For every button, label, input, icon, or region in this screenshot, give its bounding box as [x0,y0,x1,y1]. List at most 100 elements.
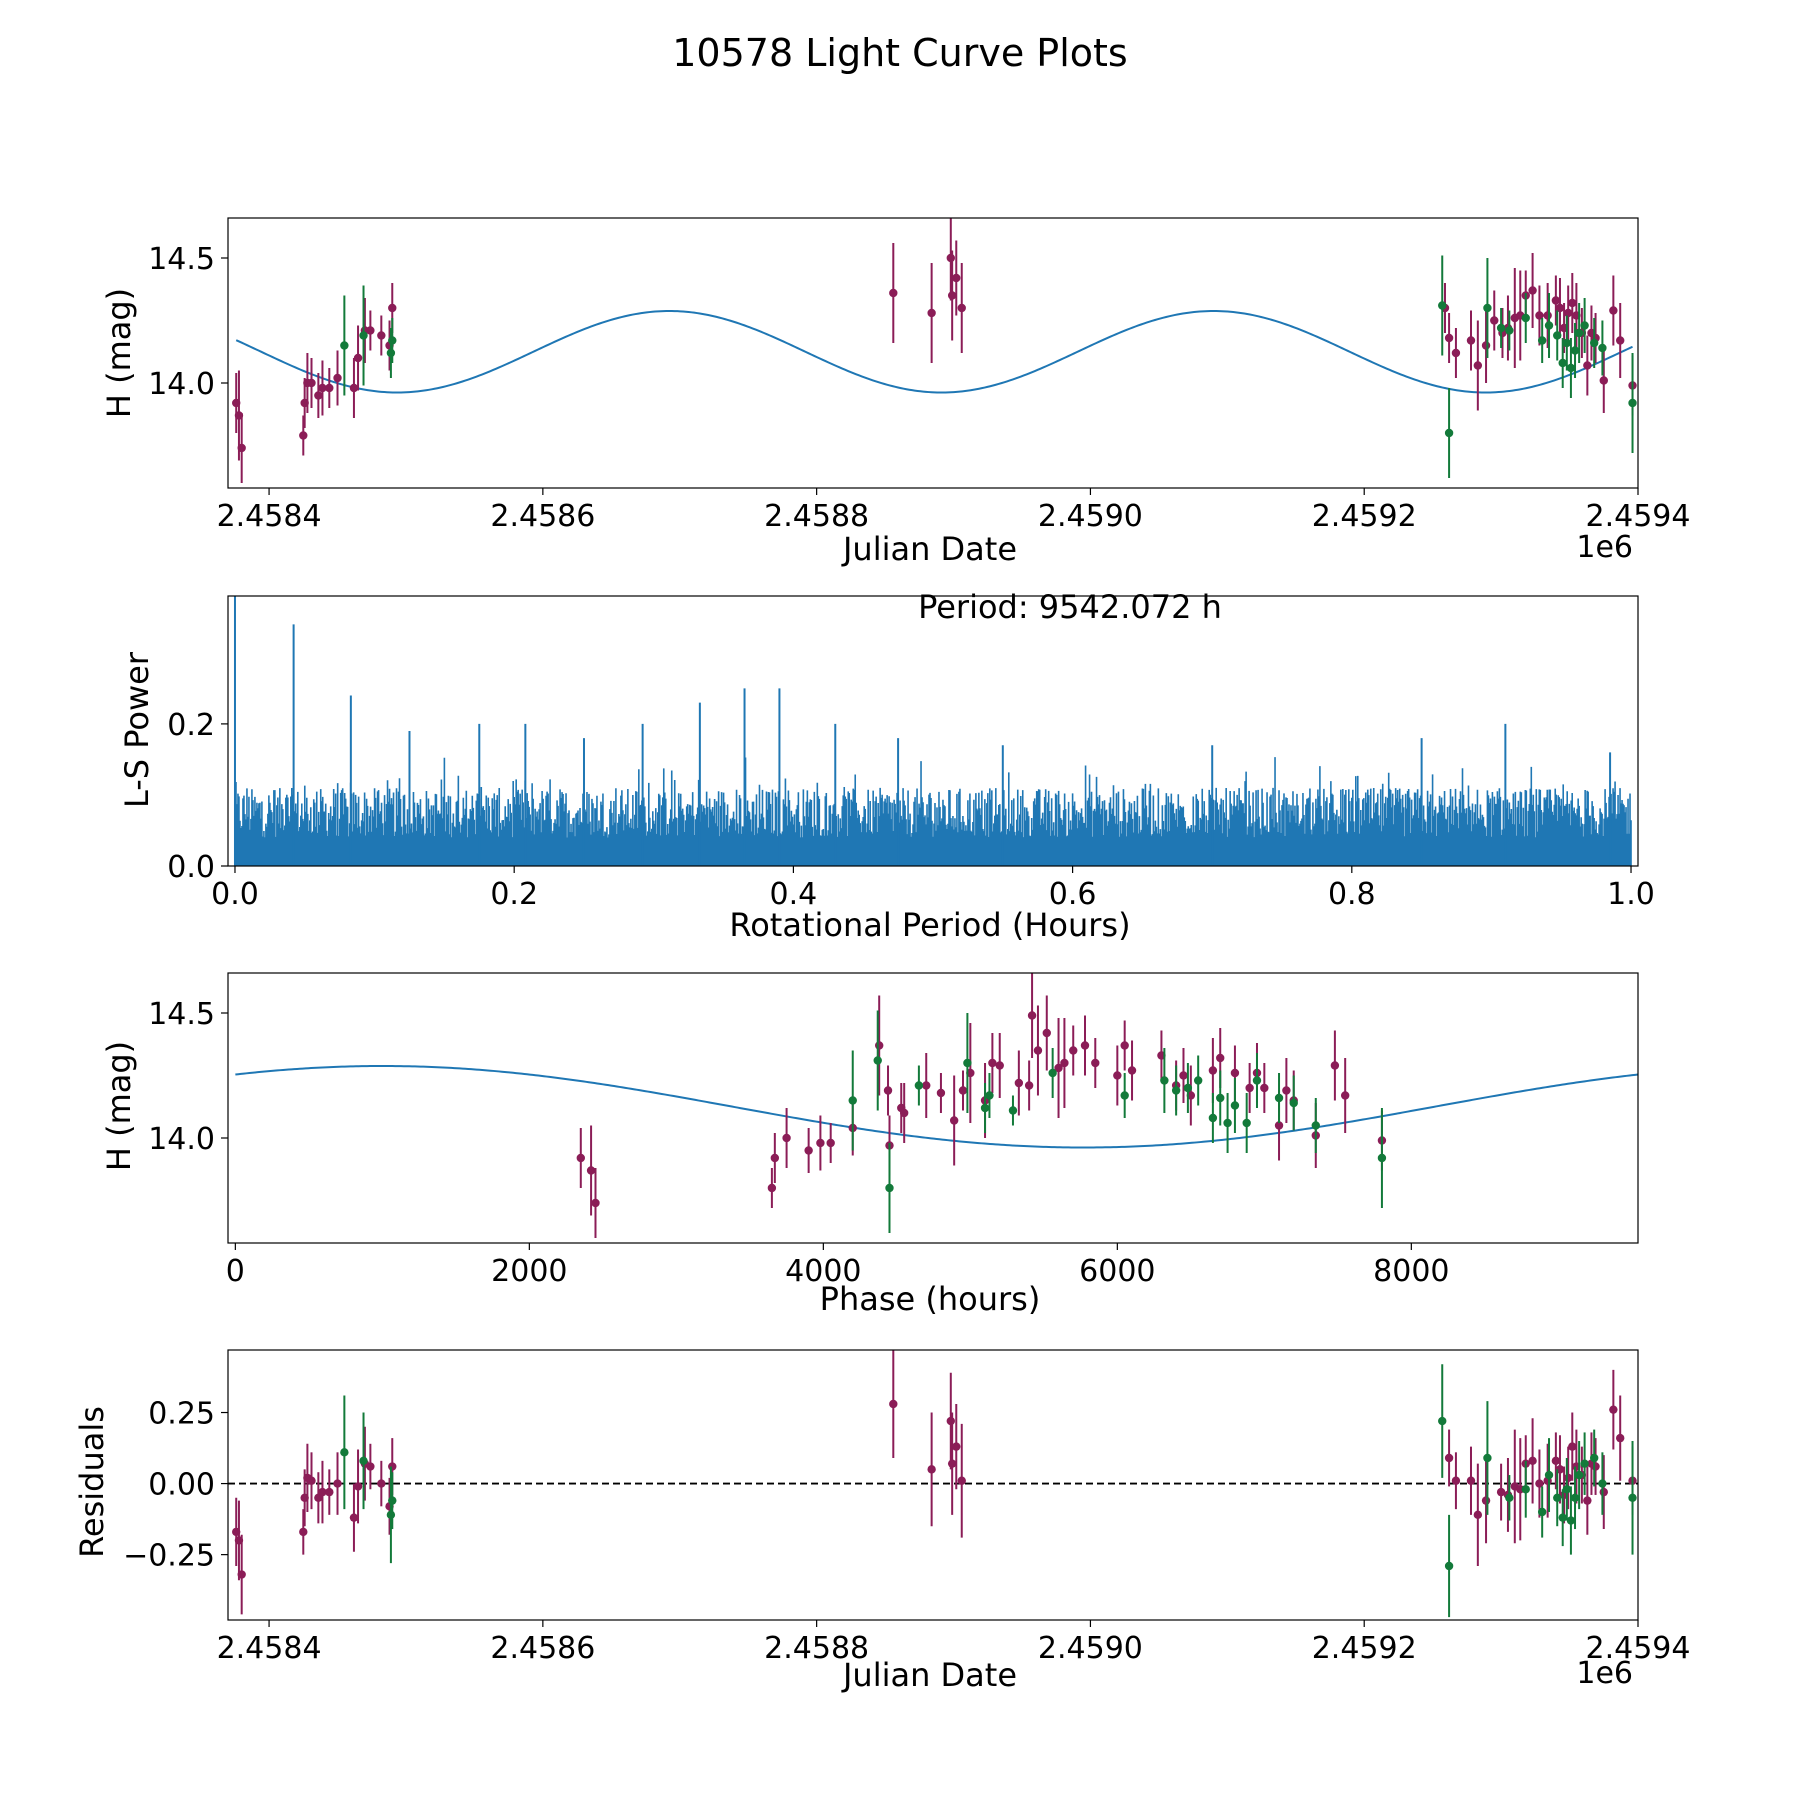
panel3-xlabel: Phase (hours) [820,1280,1041,1318]
p1-data-point [1505,326,1514,335]
p3-data-point [1208,1113,1218,1123]
p2-ytick-label: 0.2 [167,708,215,743]
p1-data-point [1566,363,1576,373]
p3-data-point [1060,1058,1069,1068]
p4-data-point [1628,1493,1637,1502]
p1-data-point [318,383,327,393]
p2-power-group [233,596,1632,866]
p4-data-point [1505,1493,1514,1502]
p2-xtick-label: 0.8 [1328,877,1376,912]
p1-data-point [1528,286,1537,295]
p1-data-point [314,391,323,400]
p3-data-point [1289,1098,1298,1108]
p4-data-point [377,1479,386,1488]
p1-data-point [386,348,396,358]
p3-data-point [1245,1083,1254,1093]
p3-data-point [1120,1041,1129,1050]
p3-data-point [980,1103,990,1113]
p3-data-point [1216,1093,1225,1103]
p3-data-point [885,1183,894,1193]
p4-data-point [1481,1496,1491,1505]
p1-data-point [340,341,349,350]
p3-model-curve [235,1065,1638,1149]
p1-xtick-label: 2.4588 [764,499,869,534]
p3-data-point [591,1198,600,1208]
p4-data-point [1591,1462,1600,1471]
p3-data-point [1230,1101,1240,1110]
p1-data-point [359,331,368,340]
panel3-ylabel: H (mag) [100,1041,138,1171]
panel1-ylabel: H (mag) [100,288,138,418]
period-annotation: Period: 9542.072 h [918,588,1222,626]
panel-phased-curve: Phase (hours) H (mag) 0 2000 4000 6000 8000 1… [100,972,1639,1318]
p3-data-point [848,1096,857,1105]
p3-frame [227,972,1639,1244]
p4-data-point [299,1527,308,1537]
p4-data-point [1544,1470,1554,1480]
p1-data-point [1628,398,1637,408]
p1-data-point [237,443,246,453]
p3-data-point [1330,1061,1340,1070]
panel2-ylabel: L-S Power [118,651,156,808]
p1-data-point [366,326,375,335]
p2-xtick-label: 0.4 [770,877,818,912]
p3-data-point [1113,1071,1122,1080]
p4-data-point [237,1570,246,1579]
p3-data-point [988,1058,997,1068]
p2-frame [227,595,1639,867]
p3-data-point [1127,1066,1137,1075]
p1-data-point [1562,338,1572,348]
p4-data-point [1535,1479,1544,1488]
p4-data-point [1568,1442,1577,1451]
p3-data-point [949,1116,959,1125]
p3-data-point [1223,1118,1232,1128]
panel-residuals: Julian Date Residuals 1e6 2.4584 2.4586 2.… [73,1349,1690,1694]
p3-data-point [826,1138,835,1148]
p4-ytick-label: −0.25 [123,1539,215,1574]
p3-model-group [235,1065,1638,1149]
p1-data-point [1451,348,1461,358]
p3-xtick-label: 8000 [1373,1254,1449,1289]
p1-data-point [1483,303,1492,313]
p4-data-point [1583,1496,1592,1505]
p3-xtick-label: 0 [226,1254,245,1289]
p4-data-point [1528,1456,1537,1466]
p3-data-point [1080,1041,1090,1050]
p4-data-point [1609,1405,1618,1414]
p4-data-point [1444,1561,1454,1571]
p4-data-point [386,1510,396,1520]
p3-data-point [1171,1086,1181,1095]
p4-xtick-label: 2.4592 [1312,1631,1417,1666]
panel4-ylabel: Residuals [73,1406,111,1558]
p3-data-point [1311,1121,1320,1130]
p4-data-point [333,1479,342,1488]
p3-data-point [1193,1076,1203,1085]
p3-data-point [995,1061,1004,1070]
p2-power-floor [234,841,1632,866]
p3-data-point [1230,1068,1240,1078]
p4-data-point [318,1487,327,1497]
p4-data-point [388,1496,397,1505]
p3-data-point [1274,1093,1284,1103]
p4-data-point [957,1476,966,1485]
p3-data-point [1252,1076,1262,1085]
p1-data-point [1496,323,1506,333]
p3-data-point [1069,1046,1078,1055]
p4-data-point [353,1482,363,1491]
p3-data-point [1014,1078,1024,1088]
p1-data-point [957,303,966,313]
p4-ytick-label: 0.25 [148,1397,215,1432]
p4-data-point [1473,1510,1483,1520]
p1-data-point [1490,316,1499,325]
p1-ytick-label: 14.5 [148,242,215,277]
p1-frame [227,217,1639,489]
p4-data-point [1574,1470,1584,1480]
p3-xtick-label: 4000 [785,1254,861,1289]
p1-data-point [1521,313,1530,323]
panel1-offset-label: 1e6 [1576,530,1633,565]
p3-data-point [936,1088,946,1098]
p3-data-point [1183,1083,1193,1093]
p1-data-point [1444,428,1454,438]
p3-data-point [1120,1091,1129,1100]
